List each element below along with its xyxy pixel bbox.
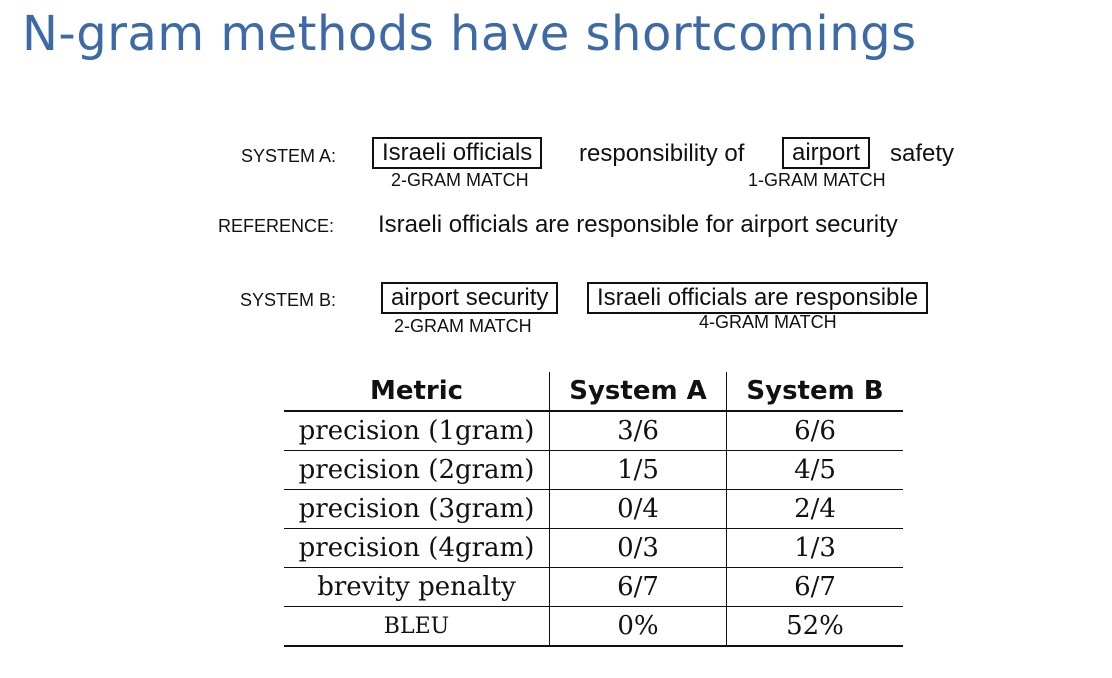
table-row: brevity penalty 6/7 6/7 — [284, 567, 903, 607]
system-a-text-safety: safety — [890, 140, 955, 167]
metrics-table: Metric System A System B precision (1gra… — [284, 372, 903, 647]
system-b-box-israeli-officials-responsible: Israeli officials are responsible — [587, 282, 929, 314]
system-b-cell: 6/6 — [726, 411, 903, 451]
metric-cell: precision (3gram) — [284, 489, 550, 529]
system-b-cell: 2/4 — [726, 489, 903, 529]
system-b-cell: 4/5 — [726, 450, 903, 490]
metric-cell: precision (1gram) — [284, 411, 550, 451]
metric-cell: brevity penalty — [284, 567, 550, 607]
system-a-box-airport: airport — [782, 137, 871, 169]
system-a-match-1gram: 1-GRAM MATCH — [748, 170, 886, 190]
ngram-diagram: SYSTEM A: Israeli officials responsibili… — [218, 137, 955, 336]
system-a-cell: 0% — [549, 606, 727, 647]
slide-title: N-gram methods have shortcomings — [22, 6, 917, 62]
metric-cell: precision (4gram) — [284, 528, 550, 568]
system-a-text-responsibility: responsibility of — [579, 140, 745, 167]
system-a-cell: 0/4 — [549, 489, 727, 529]
system-a-cell: 1/5 — [549, 450, 727, 490]
system-b-cell: 6/7 — [726, 567, 903, 607]
header-system-a: System A — [549, 372, 727, 412]
table-row: precision (2gram) 1/5 4/5 — [284, 450, 903, 490]
system-a-cell: 0/3 — [549, 528, 727, 568]
table-row: BLEU 0% 52% — [284, 606, 903, 647]
metric-cell: precision (2gram) — [284, 450, 550, 490]
table-row: precision (1gram) 3/6 6/6 — [284, 411, 903, 451]
system-a-label: SYSTEM A: — [241, 146, 337, 166]
metric-cell: BLEU — [284, 606, 550, 647]
system-b-match-2gram: 2-GRAM MATCH — [394, 316, 532, 336]
system-b-label: SYSTEM B: — [240, 290, 337, 310]
system-a-box-israeli-officials: Israeli officials — [372, 137, 543, 169]
system-a-match-2gram: 2-GRAM MATCH — [391, 170, 529, 190]
reference-text: Israeli officials are responsible for ai… — [378, 211, 898, 238]
system-b-cell: 1/3 — [726, 528, 903, 568]
table-row: precision (3gram) 0/4 2/4 — [284, 489, 903, 529]
header-metric: Metric — [284, 372, 550, 412]
system-b-cell: 52% — [726, 606, 903, 647]
system-b-box-airport-security: airport security — [381, 282, 559, 314]
header-system-b: System B — [726, 372, 903, 412]
system-a-cell: 6/7 — [549, 567, 727, 607]
reference-label: REFERENCE: — [218, 216, 335, 236]
system-b-match-4gram: 4-GRAM MATCH — [699, 312, 837, 332]
table-header-row: Metric System A System B — [284, 372, 903, 412]
system-a-cell: 3/6 — [549, 411, 727, 451]
table-row: precision (4gram) 0/3 1/3 — [284, 528, 903, 568]
